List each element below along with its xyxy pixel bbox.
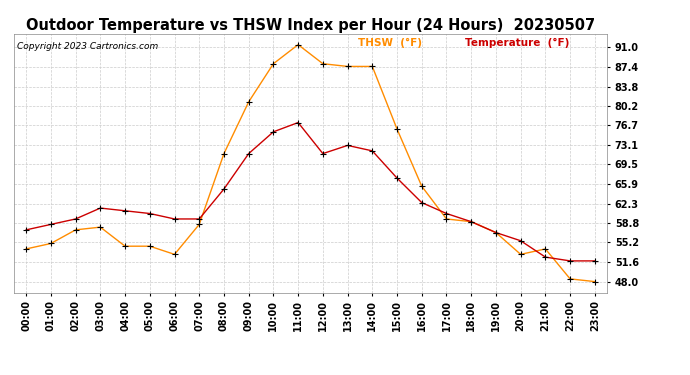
Text: Copyright 2023 Cartronics.com: Copyright 2023 Cartronics.com <box>17 42 158 51</box>
Text: Temperature  (°F): Temperature (°F) <box>465 38 569 48</box>
Text: THSW  (°F): THSW (°F) <box>358 38 422 48</box>
Title: Outdoor Temperature vs THSW Index per Hour (24 Hours)  20230507: Outdoor Temperature vs THSW Index per Ho… <box>26 18 595 33</box>
